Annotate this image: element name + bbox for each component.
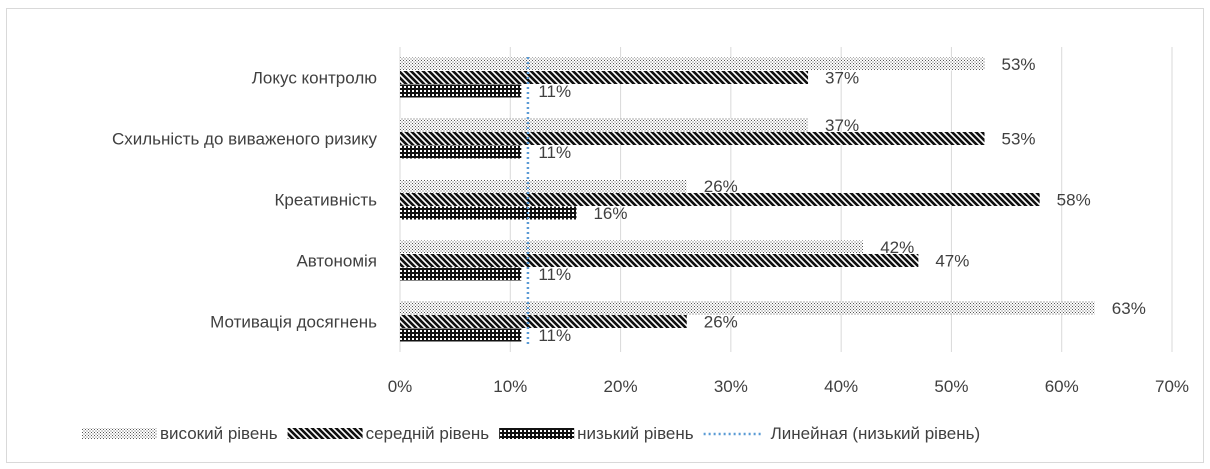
legend-label: високий рівень	[160, 424, 278, 443]
x-tick-label: 60%	[1045, 377, 1079, 396]
x-tick-label: 10%	[493, 377, 527, 396]
data-label: 47%	[935, 252, 969, 271]
data-label: 11%	[538, 82, 571, 101]
bar-середній-рівень	[400, 132, 985, 145]
data-label: 26%	[704, 313, 738, 332]
x-tick-label: 30%	[714, 377, 748, 396]
bar-високий-рівень	[400, 301, 1095, 315]
category-label: Схильність до виваженого ризику	[112, 130, 378, 149]
legend-swatch-середній-рівень	[287, 428, 363, 439]
bar-високий-рівень	[400, 240, 864, 254]
bar-низький-рівень	[400, 84, 522, 98]
bar-низький-рівень	[400, 328, 522, 342]
data-label: 63%	[1112, 299, 1146, 318]
category-label: Креативність	[274, 191, 377, 210]
x-tick-label: 40%	[824, 377, 858, 396]
legend-label: середній рівень	[366, 424, 490, 443]
x-tick-label: 0%	[388, 377, 413, 396]
data-label: 42%	[880, 238, 914, 257]
bar-високий-рівень	[400, 57, 985, 71]
bar-високий-рівень	[400, 179, 687, 193]
legend-swatch-високий-рівень	[82, 428, 157, 439]
data-label: 53%	[1002, 130, 1036, 149]
legend-label: Линейная (низький рівень)	[771, 424, 981, 443]
bar-низький-рівень	[400, 145, 522, 159]
x-tick-label: 50%	[934, 377, 968, 396]
bar-високий-рівень	[400, 118, 809, 132]
legend-swatch-низький-рівень	[499, 428, 575, 439]
category-label: Локус контролю	[252, 69, 377, 88]
data-label: 37%	[825, 69, 859, 88]
bar-низький-рівень	[400, 206, 577, 220]
data-label: 58%	[1057, 191, 1091, 210]
data-label: 37%	[825, 116, 859, 135]
bar-середній-рівень	[400, 193, 1040, 206]
chart-frame: 53% 37% 11% 37% 53% 11% 26% 58% 16% 42% 47% 11% 63% 2…	[6, 8, 1204, 463]
category-label: Автономія	[296, 252, 377, 271]
data-label: 11%	[538, 143, 571, 162]
data-label: 16%	[593, 204, 627, 223]
bar-середній-рівень	[400, 315, 687, 328]
x-tick-label: 20%	[604, 377, 638, 396]
data-label: 11%	[538, 265, 571, 284]
data-label: 26%	[704, 177, 738, 196]
bar-chart: 53% 37% 11% 37% 53% 11% 26% 58% 16% 42% 47% 11% 63% 2…	[82, 47, 1189, 443]
category-label: Мотивація досягнень	[210, 313, 377, 332]
x-tick-label: 70%	[1155, 377, 1189, 396]
bar-низький-рівень	[400, 267, 522, 281]
bar-середній-рівень	[400, 71, 809, 84]
bar-середній-рівень	[400, 254, 919, 267]
data-label: 53%	[1002, 55, 1036, 74]
legend-label: низький рівень	[577, 424, 694, 443]
data-label: 11%	[538, 326, 571, 345]
